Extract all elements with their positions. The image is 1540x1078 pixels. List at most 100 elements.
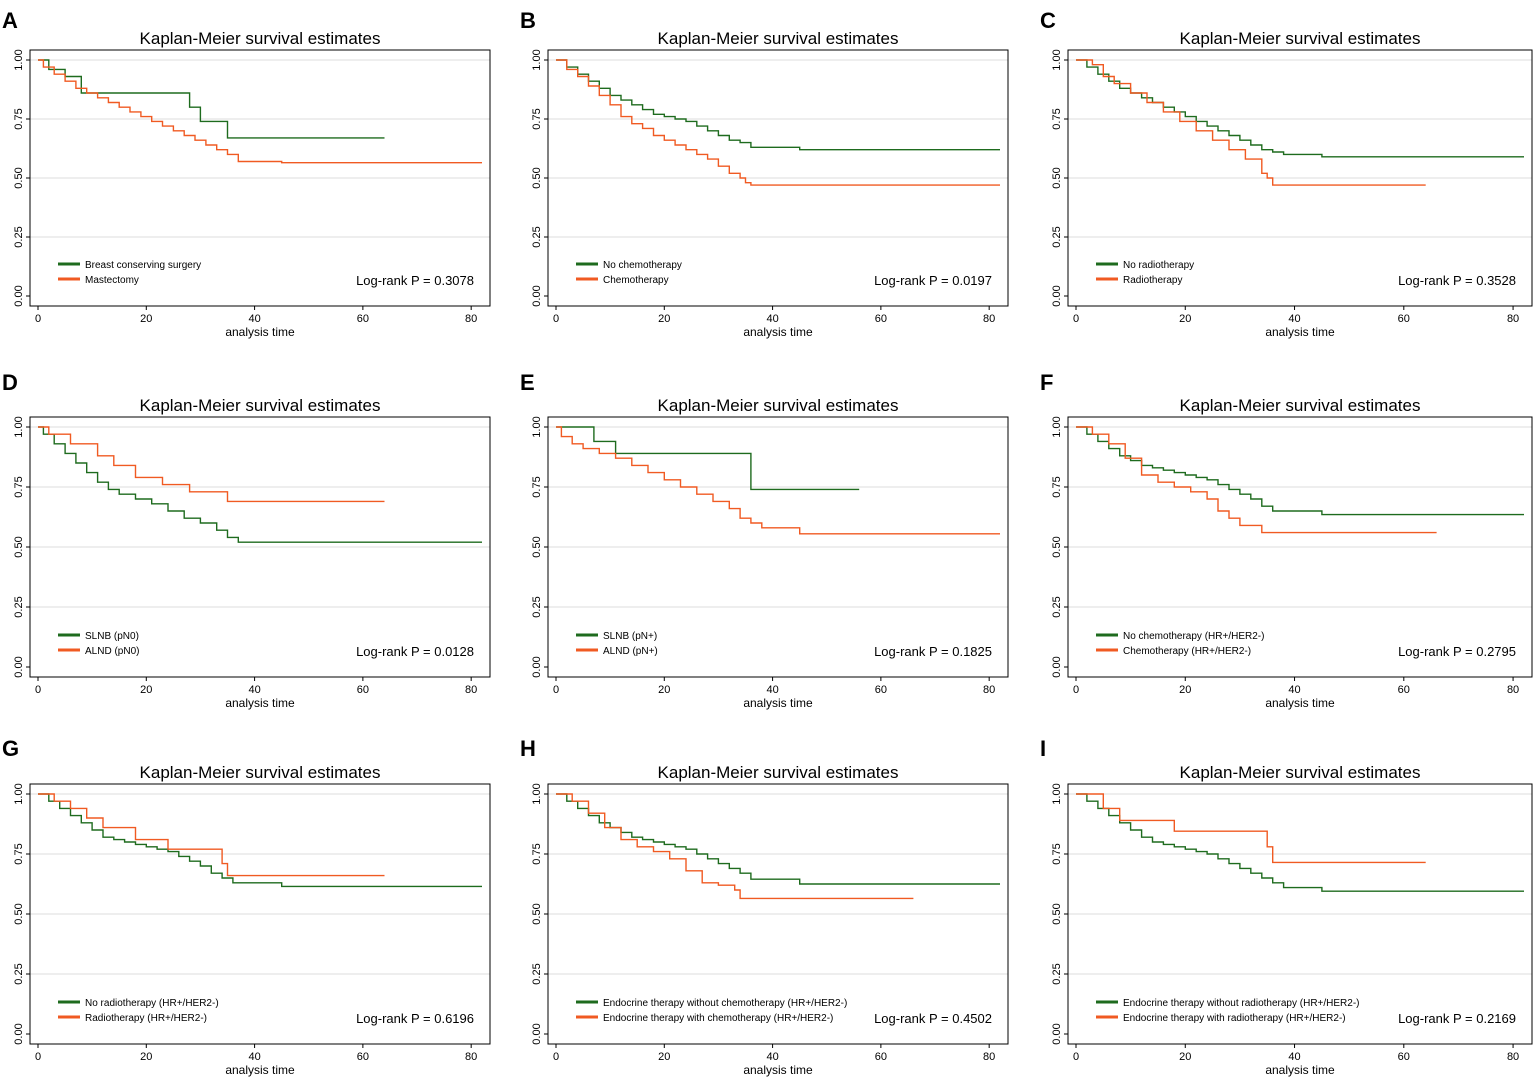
x-tick-label: 80 <box>465 1051 477 1063</box>
legend-label: Radiotherapy (HR+/HER2-) <box>85 1013 207 1024</box>
y-tick-label: 0.50 <box>13 167 25 188</box>
y-tick-label: 0.50 <box>13 903 25 924</box>
x-tick-label: 20 <box>658 684 670 696</box>
y-tick-label: 0.25 <box>1051 963 1063 984</box>
survival-curve-chemotherapy-hr-her2 <box>1076 426 1437 534</box>
y-tick-label: 0.50 <box>1051 903 1063 924</box>
panel-e: E Kaplan-Meier survival estimates 0.00 0.25… <box>520 370 1009 710</box>
log-rank-p-value: Log-rank P = 0.1825 <box>874 644 992 659</box>
survival-curve-endocrine-therapy-with-chemotherapy-hr-her2 <box>556 793 914 900</box>
y-tick-label: 0.25 <box>1051 596 1063 617</box>
y-tick-label: 0.50 <box>531 903 543 924</box>
x-tick-label: 80 <box>465 684 477 696</box>
survival-curve-no-chemotherapy-hr-her2 <box>1076 426 1524 516</box>
x-tick-label: 80 <box>1507 1051 1519 1063</box>
panel-b: B Kaplan-Meier survival estimates 0.00 0.25… <box>520 8 1009 339</box>
x-tick-label: 40 <box>248 1051 260 1063</box>
survival-curve-no-radiotherapy <box>1076 59 1524 158</box>
y-tick-label: 0.75 <box>531 108 543 129</box>
x-tick-label: 40 <box>766 313 778 325</box>
panel-c: C Kaplan-Meier survival estimates 0.00 0.25… <box>1040 8 1533 339</box>
y-tick-label: 0.00 <box>1051 1023 1063 1044</box>
y-tick-label: 0.00 <box>13 656 25 677</box>
y-tick-label: 0.00 <box>531 656 543 677</box>
x-axis-title: analysis time <box>1265 325 1335 339</box>
panel-f: F Kaplan-Meier survival estimates 0.00 0.25… <box>1040 370 1533 710</box>
x-axis-title: analysis time <box>1265 1063 1335 1077</box>
x-tick-label: 20 <box>1179 1051 1191 1063</box>
log-rank-p-value: Log-rank P = 0.0197 <box>874 273 992 288</box>
y-tick-label: 1.00 <box>1051 416 1063 437</box>
x-tick-label: 0 <box>553 313 559 325</box>
legend-label: No chemotherapy (HR+/HER2-) <box>1123 631 1264 642</box>
x-tick-label: 20 <box>140 1051 152 1063</box>
y-tick-label: 0.25 <box>13 596 25 617</box>
y-tick-label: 0.25 <box>1051 226 1063 247</box>
chart-title: Kaplan-Meier survival estimates <box>658 763 899 782</box>
x-tick-label: 60 <box>357 1051 369 1063</box>
chart-title: Kaplan-Meier survival estimates <box>658 29 899 48</box>
x-tick-label: 20 <box>140 313 152 325</box>
y-tick-label: 1.00 <box>1051 49 1063 70</box>
x-tick-label: 20 <box>1179 313 1191 325</box>
chart-title: Kaplan-Meier survival estimates <box>140 396 381 415</box>
x-tick-label: 40 <box>766 684 778 696</box>
legend-label: SLNB (pN0) <box>85 631 139 642</box>
log-rank-p-value: Log-rank P = 0.6196 <box>356 1011 474 1026</box>
legend-label: Breast conserving surgery <box>85 260 201 271</box>
x-tick-label: 80 <box>983 684 995 696</box>
y-tick-label: 0.50 <box>531 167 543 188</box>
y-tick-label: 0.50 <box>1051 536 1063 557</box>
y-tick-label: 0.75 <box>1051 843 1063 864</box>
x-tick-label: 60 <box>875 684 887 696</box>
y-tick-label: 1.00 <box>1051 783 1063 804</box>
y-tick-label: 0.75 <box>1051 476 1063 497</box>
survival-curve-alnd-pn <box>556 426 1000 535</box>
x-axis-title: analysis time <box>743 1063 813 1077</box>
x-tick-label: 20 <box>140 684 152 696</box>
x-tick-label: 40 <box>1288 684 1300 696</box>
panel-d: D Kaplan-Meier survival estimates 0.00 0.25… <box>2 370 491 710</box>
x-axis-title: analysis time <box>225 696 295 710</box>
panel-letter: I <box>1040 736 1046 761</box>
log-rank-p-value: Log-rank P = 0.3078 <box>356 273 474 288</box>
x-tick-label: 60 <box>357 313 369 325</box>
y-tick-label: 0.00 <box>1051 285 1063 306</box>
y-tick-label: 1.00 <box>531 49 543 70</box>
log-rank-p-value: Log-rank P = 0.3528 <box>1398 273 1516 288</box>
x-tick-label: 60 <box>875 1051 887 1063</box>
legend-label: No chemotherapy <box>603 260 682 271</box>
survival-curve-endocrine-therapy-without-chemotherapy-hr-her2 <box>556 793 1000 885</box>
y-tick-label: 0.00 <box>13 285 25 306</box>
panel-a: A Kaplan-Meier survival estimates 0.00 0.25… <box>2 8 491 339</box>
chart-title: Kaplan-Meier survival estimates <box>140 29 381 48</box>
x-tick-label: 80 <box>983 1051 995 1063</box>
survival-curve-breast-conserving-surgery <box>38 59 385 139</box>
panel-letter: D <box>2 370 18 395</box>
y-tick-label: 0.00 <box>531 1023 543 1044</box>
chart-title: Kaplan-Meier survival estimates <box>1180 763 1421 782</box>
survival-curve-endocrine-therapy-with-radiotherapy-hr-her2 <box>1076 793 1426 864</box>
y-tick-label: 1.00 <box>13 783 25 804</box>
survival-curve-alnd-pn0 <box>38 426 385 503</box>
legend-label: ALND (pN+) <box>603 646 658 657</box>
x-tick-label: 60 <box>357 684 369 696</box>
legend-label: Chemotherapy <box>603 275 669 286</box>
survival-curve-no-radiotherapy-hr-her2 <box>38 793 482 888</box>
legend-label: Endocrine therapy with radiotherapy (HR+… <box>1123 1013 1346 1024</box>
y-tick-label: 0.00 <box>13 1023 25 1044</box>
y-tick-label: 0.00 <box>531 285 543 306</box>
x-tick-label: 60 <box>1398 1051 1410 1063</box>
x-axis-title: analysis time <box>743 696 813 710</box>
x-tick-label: 80 <box>1507 684 1519 696</box>
y-tick-label: 0.25 <box>13 963 25 984</box>
y-tick-label: 0.25 <box>531 963 543 984</box>
survival-curve-slnb-pn0 <box>38 426 482 543</box>
x-tick-label: 40 <box>766 1051 778 1063</box>
y-tick-label: 0.25 <box>13 226 25 247</box>
x-axis-title: analysis time <box>225 325 295 339</box>
x-axis-title: analysis time <box>1265 696 1335 710</box>
panel-letter: C <box>1040 8 1056 33</box>
chart-title: Kaplan-Meier survival estimates <box>1180 29 1421 48</box>
x-tick-label: 40 <box>248 684 260 696</box>
